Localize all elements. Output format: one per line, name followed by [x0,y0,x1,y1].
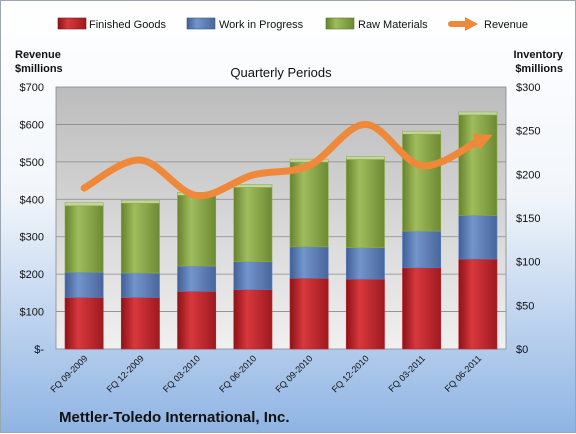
x-tick-label: FQ 03-2010 [161,353,202,394]
x-tick-label: FQ 06-2011 [443,353,484,394]
bar-work-in-progress [402,230,442,269]
bar-finished-goods [233,289,273,350]
right-tick-label: $50 [516,300,534,312]
bar-finished-goods [64,297,104,350]
x-tick-label: FQ 06-2010 [217,353,258,394]
legend-swatch-finished-goods [57,17,87,30]
right-axis-tick-labels: $0 $50 $100 $150 $200 $250 $300 [516,82,540,356]
bar-raw-materials [458,114,498,216]
legend-label-revenue: Revenue [484,19,528,31]
bar-raw-materials [64,205,104,273]
revenue-line-path [80,120,482,200]
bar-raw-materials [345,159,385,248]
left-axis-title-line-2: $millions [15,63,63,75]
bar-work-in-progress [64,271,104,298]
right-axis-title-line-1: Inventory [513,49,563,61]
legend-swatch-work-in-progress [186,17,216,30]
bar-work-in-progress [289,246,329,279]
x-tick-label: FQ 09-2009 [49,353,90,394]
left-tick-label: $700 [20,82,44,94]
x-tick-label: FQ 09-2010 [274,353,315,394]
left-tick-label: $200 [20,269,44,281]
bar-work-in-progress [458,215,498,260]
revenue-line-arrowhead [472,133,493,151]
revenue-line [80,120,493,200]
legend-label-finished-goods: Finished Goods [89,19,167,31]
right-tick-label: $150 [516,213,540,225]
bar-work-in-progress [345,247,385,280]
bar-top-cap [402,130,441,135]
right-tick-label: $0 [516,344,528,356]
right-tick-label: $300 [516,82,540,94]
bar-finished-goods [345,278,385,350]
x-tick-label: FQ 03-2011 [386,353,427,394]
left-tick-label: $500 [20,157,44,169]
left-tick-label: $- [34,344,44,356]
bar-finished-goods [289,277,329,350]
left-tick-label: $600 [20,119,44,131]
legend-swatch-raw-materials [325,17,355,30]
legend-label-work-in-progress: Work in Progress [219,19,304,31]
bar-top-cap [121,199,160,204]
bar-finished-goods [177,291,217,350]
bar-top-cap [233,184,273,188]
bars [64,111,498,350]
bar-raw-materials [233,187,273,262]
bar-work-in-progress [120,272,160,298]
right-tick-label: $200 [516,169,540,181]
bar-finished-goods [458,258,498,350]
left-tick-label: $400 [20,194,44,206]
company-name: Mettler-Toledo International, Inc. [59,409,290,426]
right-axis-title-line-2: $millions [515,63,563,75]
x-tick-label: FQ 12-2010 [330,353,371,394]
legend-label-raw-materials: Raw Materials [358,19,428,31]
left-tick-label: $100 [20,307,44,319]
bar-raw-materials [120,202,160,274]
right-tick-label: $100 [516,257,540,269]
bar-finished-goods [120,297,160,350]
left-tick-label: $300 [20,232,44,244]
bar-finished-goods [402,267,442,350]
chart-title: Quarterly Periods [230,65,332,80]
bar-top-cap [64,202,104,207]
left-axis-tick-labels: $- $100 $200 $300 $400 $500 $600 $700 [20,82,45,356]
legend-arrow-revenue [465,17,478,31]
bar-work-in-progress [233,261,273,290]
bar-raw-materials [402,133,442,232]
right-tick-label: $250 [516,126,540,138]
bar-top-cap [458,111,498,116]
bar-raw-materials [177,194,217,267]
legend: Finished Goods Work in Progress Raw Mate… [57,17,528,31]
x-tick-label: FQ 12-2009 [105,353,146,394]
x-axis-tick-labels: FQ 09-2009 FQ 12-2009 FQ 03-2010 FQ 06-2010… [49,353,484,394]
bar-work-in-progress [177,265,217,292]
bar-top-cap [346,156,385,160]
left-axis-title-line-1: Revenue [15,49,61,61]
bar-raw-materials [289,161,329,248]
